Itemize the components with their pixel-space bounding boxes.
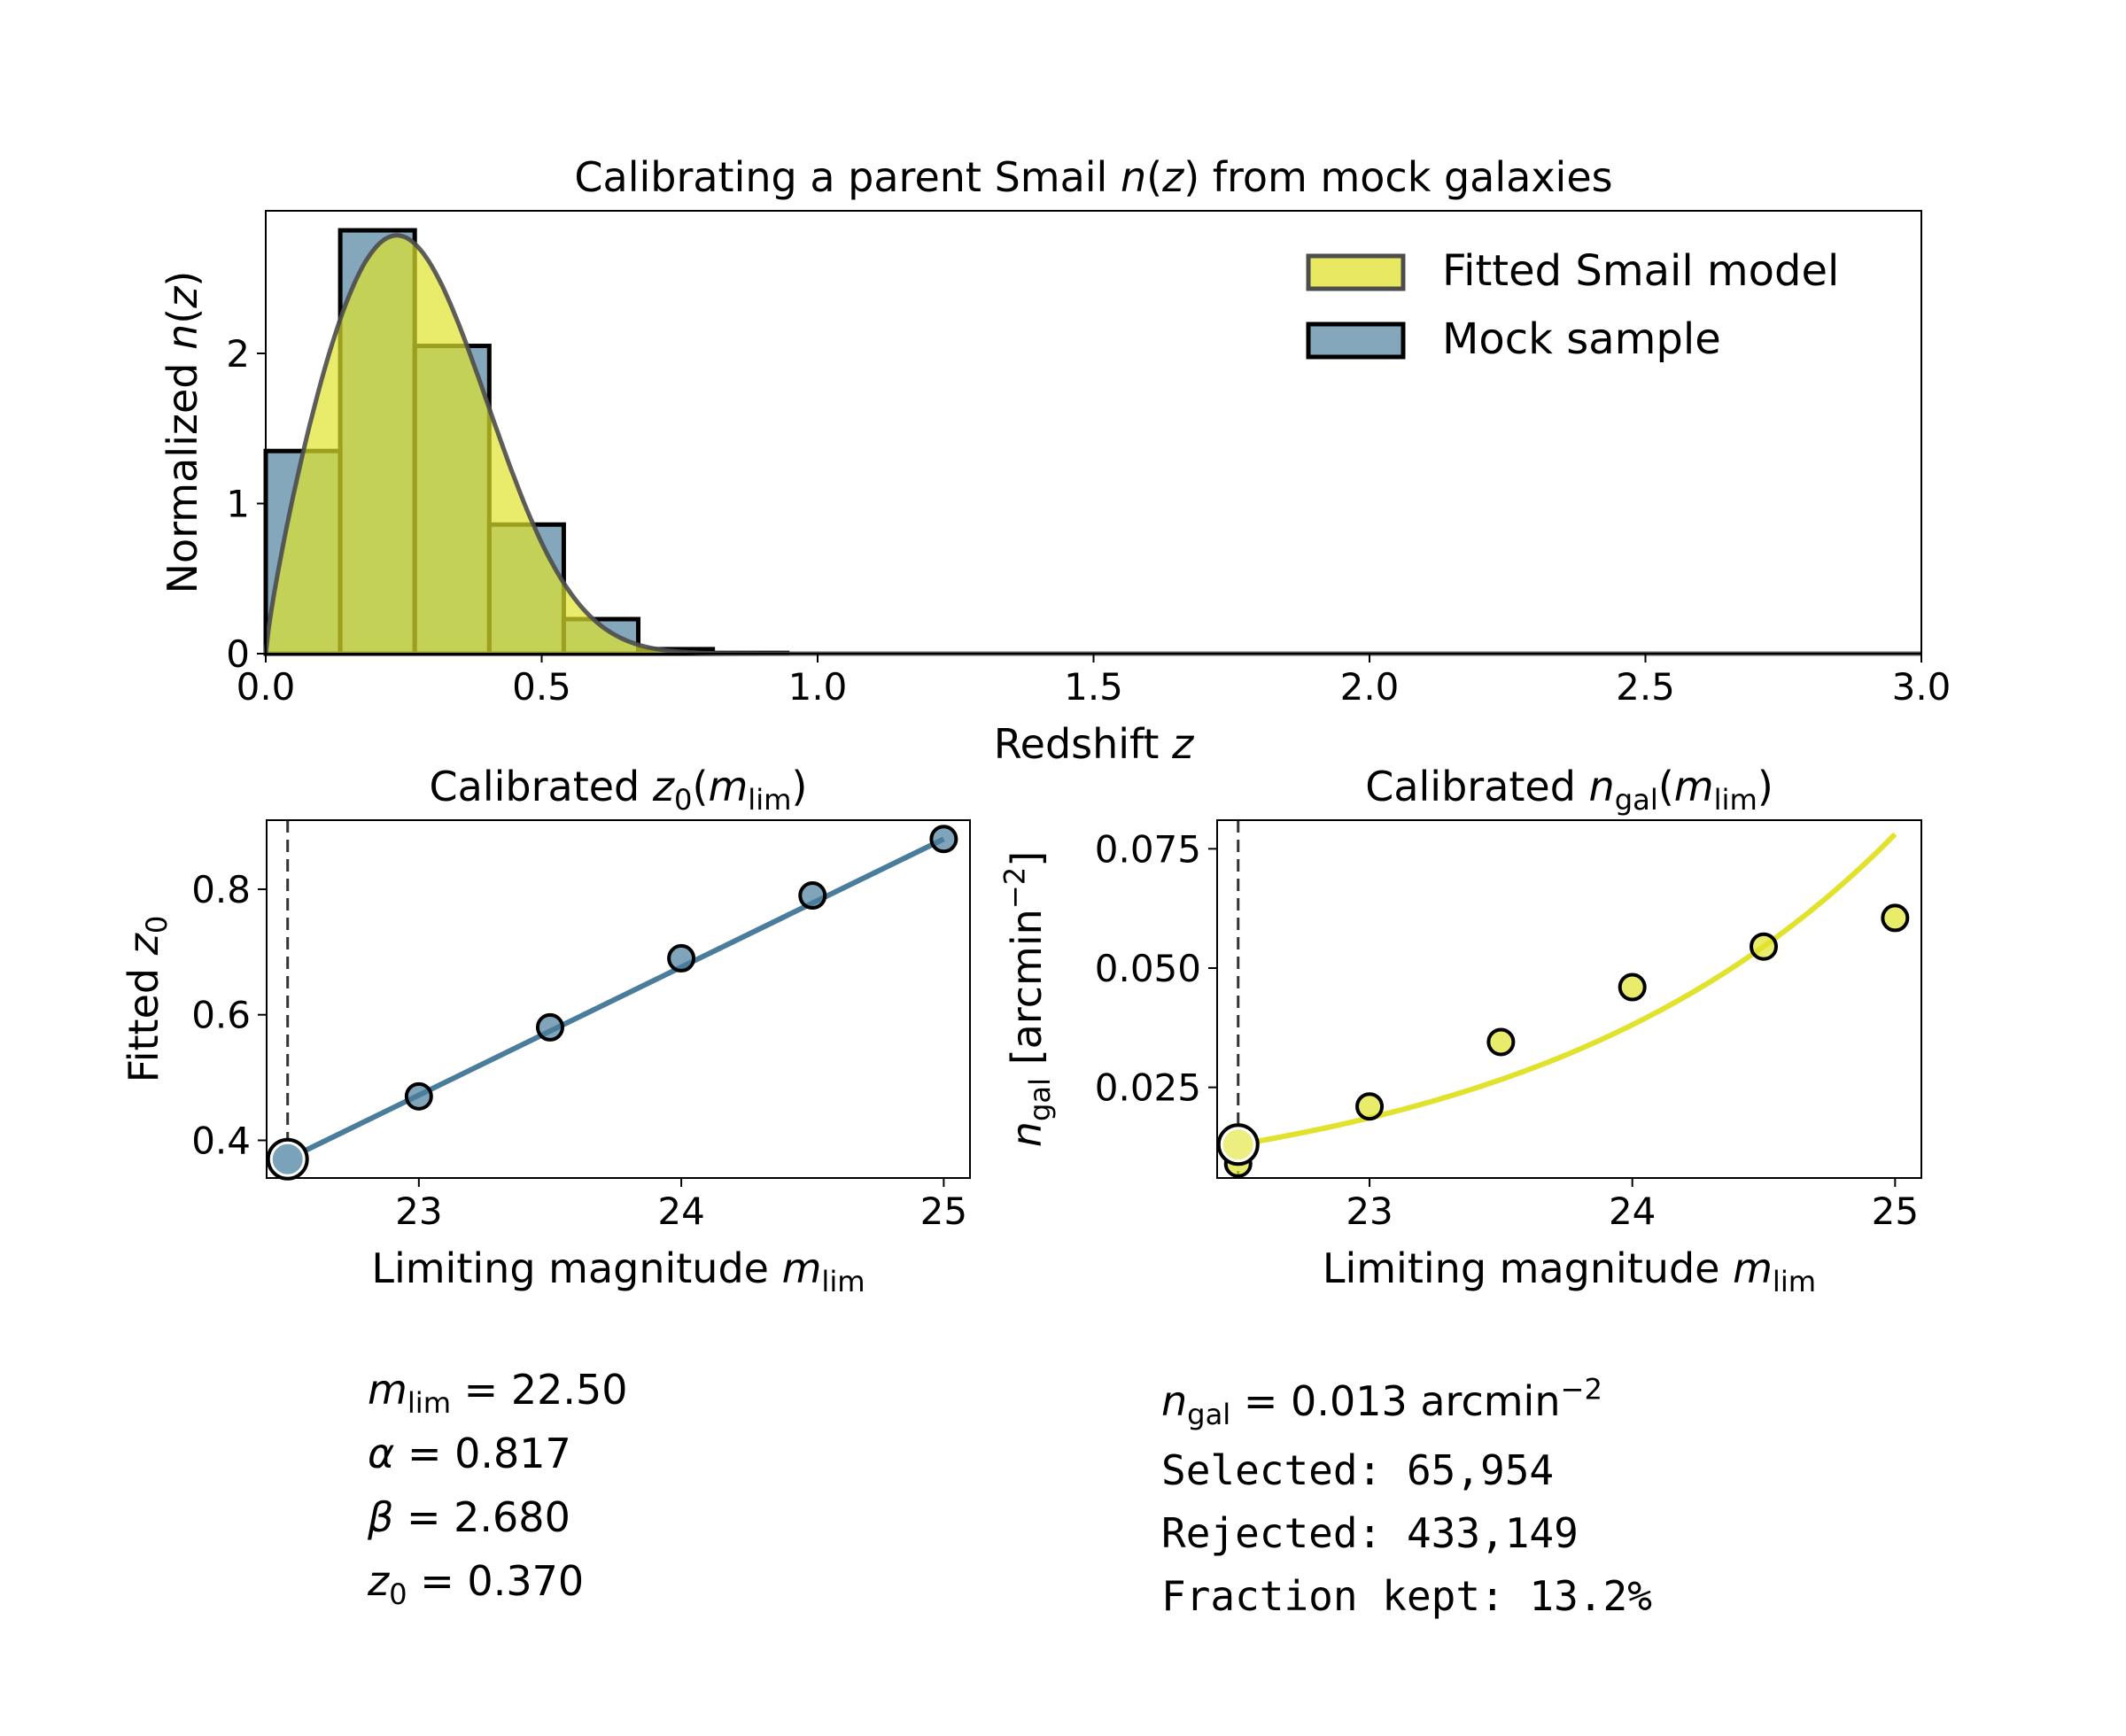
x-tick-label: 1.5 (1064, 665, 1123, 709)
legend: Fitted Smail model Mock sample (1306, 246, 1839, 364)
x-tick-label: 1.0 (788, 665, 848, 709)
y-tick-label: 0.025 (1095, 1066, 1201, 1110)
z0-calibration-panel: 23 24 25 0.4 0.6 0.8 Calibrated z0(mlim) Limiti… (120, 763, 971, 1298)
z0-axes-frame (266, 819, 971, 1179)
ngal-y-axis-label: ngal [arcmin−2] (998, 851, 1058, 1147)
x-tick-label: 0.0 (237, 665, 296, 709)
x-tick-label: 23 (395, 1190, 442, 1233)
summary-fraction-kept: Fraction kept: 13.2% (1161, 1572, 1652, 1620)
histogram-x-axis-label: Redshift z (994, 720, 1194, 768)
summary-alpha: α = 0.817 (368, 1430, 571, 1477)
selected-ngal-marker-ring (1216, 1123, 1260, 1166)
y-tick-label: 0.8 (191, 868, 251, 911)
x-tick-label: 2.0 (1340, 665, 1400, 709)
histogram-title: Calibrating a parent Smail n(z) from moc… (574, 153, 1612, 201)
summary-rejected: Rejected: 433,149 (1161, 1509, 1579, 1557)
z0-data-point (535, 1012, 564, 1042)
x-tick-label: 25 (1872, 1190, 1919, 1233)
x-tick-label: 24 (1609, 1190, 1656, 1233)
y-tick-label: 1 (226, 483, 250, 526)
y-tick-label: 0.075 (1095, 827, 1201, 871)
z0-data-point (929, 825, 958, 854)
ngal-data-point (1355, 1092, 1385, 1121)
z0-data-point (798, 881, 827, 911)
x-tick-label: 24 (657, 1190, 704, 1233)
y-tick-label: 0.050 (1095, 947, 1201, 990)
z0-x-axis-label: Limiting magnitude mlim (371, 1244, 865, 1298)
summary-ngal: ngal = 0.013 arcmin−2 (1161, 1373, 1602, 1432)
x-tick-label: 3.0 (1892, 665, 1951, 709)
ngal-calibration-panel: 23 24 25 0.025 0.050 0.075 Calibrated ngal(mli… (998, 763, 1922, 1298)
legend-mock-swatch (1306, 322, 1406, 360)
legend-model-swatch (1306, 253, 1406, 291)
summary-beta: β = 2.680 (367, 1493, 570, 1541)
ngal-x-axis-label: Limiting magnitude mlim (1323, 1244, 1816, 1298)
z0-title: Calibrated z0(mlim) (430, 763, 808, 817)
summary-z0: z0 = 0.370 (367, 1557, 584, 1611)
y-tick-label: 2 (226, 332, 250, 376)
z0-data-point (667, 943, 696, 973)
ngal-axes-frame (1216, 819, 1922, 1179)
redshift-histogram-panel: 0.0 0.5 1.0 1.5 2.0 2.5 3.0 0 1 2 Calibrating a pa… (159, 153, 1951, 768)
z0-fit-line (286, 836, 945, 1162)
selected-z0-marker (268, 1140, 306, 1178)
ngal-data-point (1750, 932, 1779, 961)
legend-mock-label: Mock sample (1442, 314, 1721, 364)
ngal-data-point (1881, 903, 1910, 933)
legend-model-label: Fitted Smail model (1442, 246, 1839, 296)
y-tick-label: 0.4 (191, 1119, 251, 1162)
histogram-y-axis-label: Normalized n(z) (159, 271, 206, 594)
summary-text: mlim = 22.50 α = 0.817 β = 2.680 z0 = 0.… (367, 1366, 1652, 1620)
z0-y-axis-label: Fitted z0 (120, 916, 174, 1083)
x-tick-label: 0.5 (512, 665, 571, 709)
ngal-data-point (1486, 1027, 1516, 1057)
ngal-title: Calibrated ngal(mlim) (1365, 763, 1773, 817)
summary-selected: Selected: 65,954 (1161, 1446, 1554, 1494)
ngal-model-curve (1238, 832, 1897, 1148)
smail-model-fill (266, 235, 1921, 654)
y-tick-label: 0.6 (191, 994, 251, 1037)
x-tick-label: 23 (1346, 1190, 1393, 1233)
summary-mlim: mlim = 22.50 (368, 1366, 628, 1420)
x-tick-label: 2.5 (1616, 665, 1675, 709)
z0-data-point (404, 1081, 433, 1111)
ngal-data-point (1618, 973, 1647, 1002)
selected-ngal-marker (1219, 1126, 1257, 1164)
y-tick-label: 0 (226, 632, 250, 676)
x-tick-label: 25 (920, 1190, 967, 1233)
